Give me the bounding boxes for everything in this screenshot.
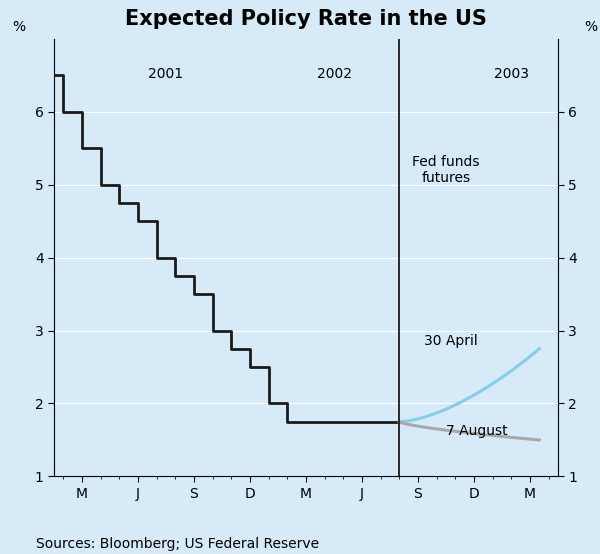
Title: Expected Policy Rate in the US: Expected Policy Rate in the US	[125, 9, 487, 29]
Text: 2003: 2003	[494, 66, 529, 81]
Text: 2002: 2002	[317, 66, 352, 81]
Text: %: %	[584, 20, 598, 34]
Text: 2001: 2001	[148, 66, 184, 81]
Text: %: %	[12, 20, 25, 34]
Text: 7 August: 7 August	[446, 424, 508, 438]
Text: Fed funds
futures: Fed funds futures	[412, 155, 480, 185]
Text: 30 April: 30 April	[424, 335, 478, 348]
Text: Sources: Bloomberg; US Federal Reserve: Sources: Bloomberg; US Federal Reserve	[36, 537, 319, 551]
